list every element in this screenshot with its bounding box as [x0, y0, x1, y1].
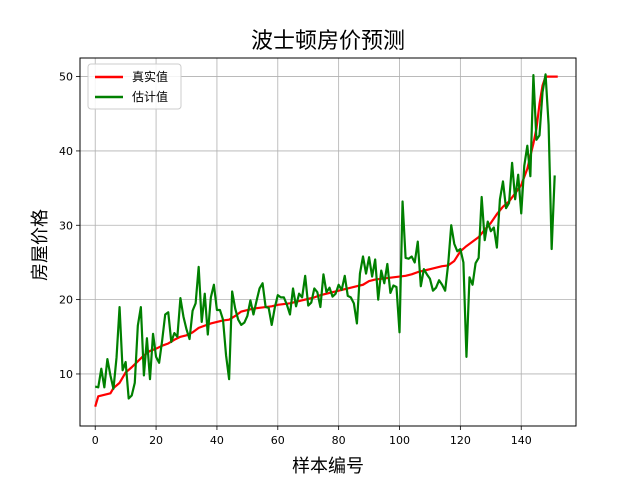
- x-tick-label: 40: [210, 434, 224, 447]
- x-tick-label: 60: [271, 434, 285, 447]
- x-tick-label: 0: [92, 434, 99, 447]
- ticks: 0 20 40 60 80 100 120 140 10 20 30 40 50: [59, 71, 532, 447]
- y-axis-label: 房屋价格: [30, 209, 51, 281]
- y-tick-label: 30: [59, 219, 73, 232]
- y-tick-label: 40: [59, 145, 73, 158]
- x-tick-label: 120: [450, 434, 471, 447]
- y-tick-label: 50: [59, 71, 73, 84]
- x-tick-label: 140: [511, 434, 532, 447]
- y-tick-label: 20: [59, 294, 73, 307]
- chart-title: 波士顿房价预测: [251, 29, 405, 54]
- x-tick-label: 100: [389, 434, 410, 447]
- series-layer: [94, 73, 558, 407]
- x-tick-label: 80: [332, 434, 346, 447]
- plot-frame: [79, 57, 577, 427]
- x-tick-label: 20: [149, 434, 163, 447]
- y-tick-label: 10: [59, 368, 73, 381]
- predicted-value-line: [94, 73, 556, 400]
- legend-label-true: 真实值: [132, 69, 168, 84]
- legend-label-predicted: 估计值: [132, 89, 168, 104]
- true-value-line: [94, 75, 558, 407]
- legend: 真实值 估计值: [87, 63, 182, 110]
- grid: [80, 58, 576, 426]
- x-axis-label: 样本编号: [292, 456, 364, 477]
